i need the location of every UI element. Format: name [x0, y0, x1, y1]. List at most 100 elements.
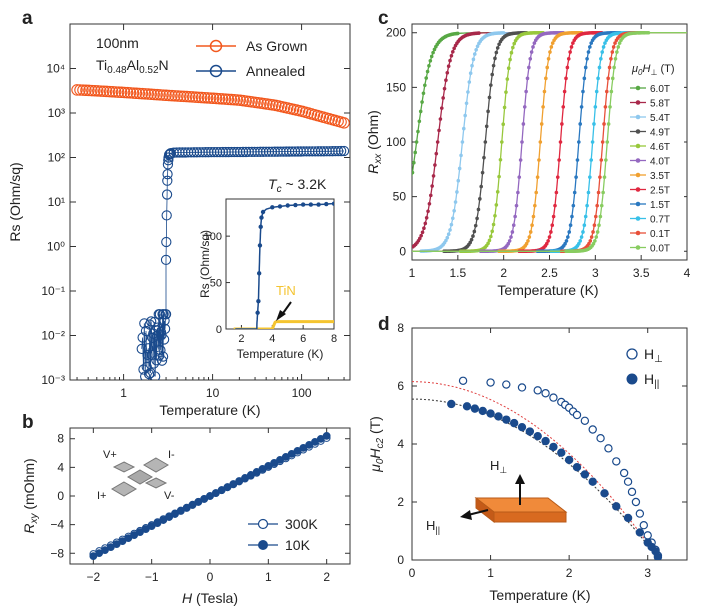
inset-annealed-point — [255, 310, 260, 315]
panel-c-ylabel: Rxx (Ohm) — [365, 110, 384, 174]
annealed-point — [159, 315, 170, 326]
rxx-point-0.7T — [577, 241, 581, 246]
rxx-point-5.4T — [460, 140, 465, 144]
tin-arrowhead — [276, 310, 286, 321]
rxx-point-4.0T — [521, 122, 526, 126]
rxx-point-0.1T — [596, 190, 601, 195]
rxx-point-4.9T — [476, 207, 481, 212]
panel-c-xtick-label: 3.5 — [633, 266, 650, 280]
rxx-point-0.7T — [599, 56, 603, 61]
legend-label-0.1T: 0.1T — [650, 229, 670, 240]
hc2-point-H|| — [541, 436, 550, 446]
rxx-point-4.0T — [522, 105, 527, 109]
rxx-point-4.9T — [479, 184, 484, 189]
panel-d-legend: H⊥ H|| — [626, 346, 663, 390]
rxx-point-0.1T — [600, 140, 605, 144]
rxx-point-5.8T — [448, 58, 452, 63]
as-grown-point — [139, 88, 152, 100]
legend-label-0.7T: 0.7T — [650, 215, 670, 226]
hc2-point-H⊥ — [596, 434, 605, 443]
panel-c-xtick-label: 2 — [500, 266, 507, 280]
inset-ytick-label: 0 — [216, 324, 222, 336]
rxx-point-0.0T — [606, 122, 611, 126]
legend-label-1.5T: 1.5T — [650, 200, 670, 211]
tin-curve — [233, 320, 334, 329]
rxx-point-6.0T — [412, 160, 416, 165]
rxx-point-4.9T — [473, 223, 478, 228]
hc2-point-H⊥ — [458, 376, 468, 385]
rxx-point-0.1T — [602, 122, 606, 126]
legend-label-5.4T: 5.4T — [650, 113, 670, 124]
rxx-point-5.4T — [471, 57, 476, 62]
rxx-point-4.6T — [495, 190, 500, 194]
panel-a-xtick-label: 1 — [120, 386, 127, 400]
hc2-point-H⊥ — [631, 497, 641, 507]
as-grown-point — [178, 90, 190, 103]
rxx-point-5.4T — [453, 200, 458, 204]
rxx-point-6.0T — [431, 50, 435, 55]
rxx-point-6.0T — [423, 83, 427, 88]
rxx-point-4.0T — [517, 175, 522, 179]
hc2-point-H⊥ — [604, 444, 613, 453]
panel-c-legend: μ0H⊥ (T) 6.0T 5.8T 5.4T 4.9T 4.6T 4.0T 3.5T 2.5… — [626, 58, 684, 255]
rxx-point-5.4T — [452, 208, 456, 213]
rxx-point-4.9T — [495, 46, 500, 50]
rxx-point-1.5T — [578, 122, 583, 126]
panel-c: 1 1.5 2 2.5 3 3.5 4 0 50 100 150 200 Temperature (K… — [365, 23, 691, 298]
rxx-point-0.7T — [582, 223, 587, 228]
rxx-point-0.1T — [589, 235, 594, 239]
hc2-point-H⊥ — [517, 383, 527, 392]
rxx-point-4.6T — [509, 50, 514, 55]
hc2-point-H⊥ — [623, 477, 633, 486]
tin-annotation: TiN — [276, 283, 296, 298]
hc2-point-H|| — [612, 502, 621, 511]
rxx-point-1.5T — [589, 41, 594, 45]
hc2-point-H|| — [533, 431, 542, 441]
device-label-iminus: I- — [168, 449, 175, 461]
device-pad-iplus — [111, 481, 137, 497]
legend-marker-4.0T — [635, 158, 641, 163]
inset-annealed-point — [300, 202, 306, 207]
inset-annealed-point — [270, 205, 275, 210]
rxx-point-4.6T — [491, 222, 496, 227]
panel-a: 1 10 100 10⁻³ 10⁻² 10⁻¹ 10⁰ 10¹ 10² 10³ 10⁴ Temper… — [7, 23, 351, 418]
rxx-point-0.0T — [617, 41, 622, 45]
legend-label-4.6T: 4.6T — [650, 142, 670, 153]
inset-annealed-point — [257, 243, 263, 248]
rxx-point-3.5T — [533, 203, 537, 208]
rxx-point-6.0T — [427, 63, 431, 68]
hc2-point-H|| — [600, 489, 609, 498]
rxx-point-6.0T — [456, 31, 460, 36]
rxx-point-3.5T — [527, 235, 532, 239]
as-grown-point — [127, 87, 140, 99]
rxx-point-0.0T — [601, 190, 605, 195]
panel-a-ylabel: Rs (Ohm/sq) — [7, 162, 23, 241]
inset-xtick-label: 8 — [331, 333, 337, 345]
inset-ytick-label: 100 — [204, 231, 222, 243]
slab-label-par: H|| — [426, 518, 440, 535]
as-grown-point — [124, 87, 137, 99]
as-grown-point — [204, 92, 217, 104]
legend-10k: 10K — [285, 537, 311, 553]
rxx-point-1.5T — [567, 230, 572, 234]
hall-point-10K — [322, 431, 331, 440]
panel-d-xlabel: Temperature (K) — [489, 587, 590, 603]
hc2-point-H|| — [564, 455, 574, 465]
rxx-point-0.1T — [599, 158, 604, 162]
rxx-point-6.0T — [414, 140, 419, 144]
rxx-point-0.7T — [590, 140, 595, 144]
panel-c-ytick-label: 100 — [386, 135, 406, 149]
hc2-point-H|| — [623, 513, 633, 523]
rxx-point-4.0T — [528, 56, 533, 61]
rxx-point-2.5T — [560, 122, 564, 126]
panel-c-ytick-label: 200 — [386, 26, 406, 40]
panel-a-ytick-label: 10¹ — [48, 195, 65, 209]
as-grown-point — [231, 94, 243, 106]
panel-c-ytick-label: 50 — [393, 190, 407, 204]
rxx-point-5.4T — [472, 52, 477, 56]
rxx-point-3.5T — [549, 45, 554, 49]
rxx-point-0.1T — [609, 56, 613, 61]
panel-a-xtick-label: 100 — [292, 386, 312, 400]
panel-d-ytick-label: 6 — [397, 379, 404, 393]
panel-d-ytick-label: 0 — [397, 553, 404, 567]
